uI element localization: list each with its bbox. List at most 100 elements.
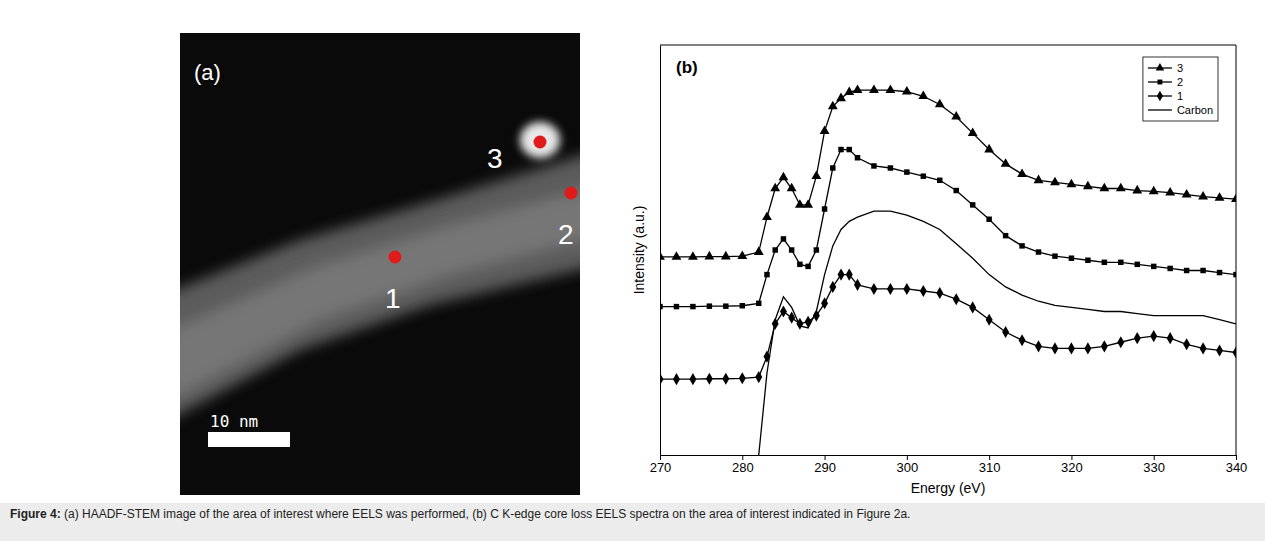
series-marker [828, 101, 838, 110]
series-marker [1051, 342, 1058, 354]
series-marker [951, 111, 961, 120]
series-marker [1151, 264, 1156, 269]
series-marker [844, 86, 854, 95]
series-marker [756, 301, 761, 306]
point-label: 1 [385, 283, 401, 314]
series-line [660, 150, 1236, 307]
series-marker [1134, 332, 1141, 344]
series-marker [814, 247, 819, 252]
series-line [759, 211, 1236, 455]
x-tick: 320 [1061, 455, 1083, 475]
series-marker [1085, 258, 1090, 263]
series-marker [1102, 260, 1107, 265]
series-marker [1150, 330, 1157, 342]
x-tick-label: 270 [650, 460, 672, 475]
series-marker [953, 188, 958, 193]
series-marker [1084, 342, 1091, 354]
series-marker [870, 283, 877, 295]
series-marker [707, 303, 712, 308]
series-marker [764, 272, 769, 277]
series-marker [1200, 342, 1207, 354]
series-marker [1132, 185, 1142, 194]
series-marker [795, 199, 805, 208]
x-tick: 280 [732, 455, 754, 475]
series-marker [1149, 186, 1159, 195]
caption-text: (a) HAADF-STEM image of the area of inte… [64, 507, 910, 521]
series-marker [888, 165, 893, 170]
series-marker [722, 373, 729, 385]
series-marker [1182, 189, 1192, 198]
series-marker [903, 283, 910, 295]
series-marker [836, 93, 846, 102]
series-marker [1116, 183, 1126, 192]
series-marker [1101, 340, 1108, 352]
series-marker [1233, 272, 1236, 277]
series-marker [660, 251, 665, 260]
point-marker [534, 136, 547, 149]
x-tick-label: 310 [979, 460, 1001, 475]
nanotube-band [180, 150, 580, 430]
caption-label: Figure 4: [10, 507, 61, 521]
series-marker [1117, 336, 1124, 348]
series-marker [789, 247, 794, 252]
series-marker [739, 372, 746, 384]
x-tick: 330 [1143, 455, 1165, 475]
series-marker [1002, 326, 1009, 338]
series-marker [1217, 270, 1222, 275]
series-marker [770, 183, 780, 192]
x-tick-label: 300 [897, 460, 919, 475]
x-tick: 270 [650, 455, 672, 475]
series-marker [762, 212, 772, 221]
image [180, 33, 580, 495]
series-marker [984, 144, 994, 153]
series-marker [672, 251, 682, 260]
series-marker [829, 281, 836, 293]
series-marker [830, 165, 835, 170]
series-marker [1135, 262, 1140, 267]
legend-line [1148, 109, 1172, 110]
x-tick-label: 340 [1226, 460, 1248, 475]
series-marker [1231, 193, 1236, 202]
x-tick-label: 290 [814, 460, 836, 475]
series-marker [1019, 243, 1024, 248]
figure: (a)12310 nm270280290300310320330340Energ… [0, 0, 1265, 503]
y-axis-line [660, 46, 661, 456]
series-marker [1099, 183, 1109, 192]
series-marker [838, 147, 843, 152]
x-tick: 310 [979, 455, 1001, 475]
series-marker [921, 173, 926, 178]
series-marker [853, 84, 863, 93]
series-marker [869, 84, 879, 93]
x-axis: 270 280 290 300 310 320 330 340 [650, 455, 1248, 475]
series-marker [1167, 332, 1174, 344]
panel-label: (b) [676, 58, 698, 77]
series-marker [1050, 177, 1060, 186]
nanotube-core [180, 185, 580, 400]
series-marker [871, 163, 876, 168]
scale-bar-label: 10 nm [210, 412, 258, 431]
series-marker [1001, 158, 1011, 167]
series-marker [885, 84, 895, 93]
series-marker [1215, 192, 1225, 201]
series-marker [969, 301, 976, 313]
legend-box [1143, 57, 1218, 121]
x-axis-line [661, 455, 1237, 456]
series-marker [688, 251, 698, 260]
series-marker [920, 285, 927, 297]
series-marker [847, 147, 852, 152]
series-marker [740, 303, 745, 308]
series-marker [1019, 334, 1026, 346]
x-tick-label: 320 [1061, 460, 1083, 475]
x-tick: 290 [814, 455, 836, 475]
series-marker [821, 297, 828, 309]
series-marker [1003, 233, 1008, 238]
series-marker [1017, 168, 1027, 177]
point-marker [565, 187, 578, 200]
series-marker [779, 172, 789, 181]
series-marker [811, 171, 821, 180]
x-tick-label: 330 [1143, 460, 1165, 475]
series-marker [1183, 338, 1190, 350]
series-marker [936, 287, 943, 299]
series-marker [970, 202, 975, 207]
series-marker [689, 373, 696, 385]
